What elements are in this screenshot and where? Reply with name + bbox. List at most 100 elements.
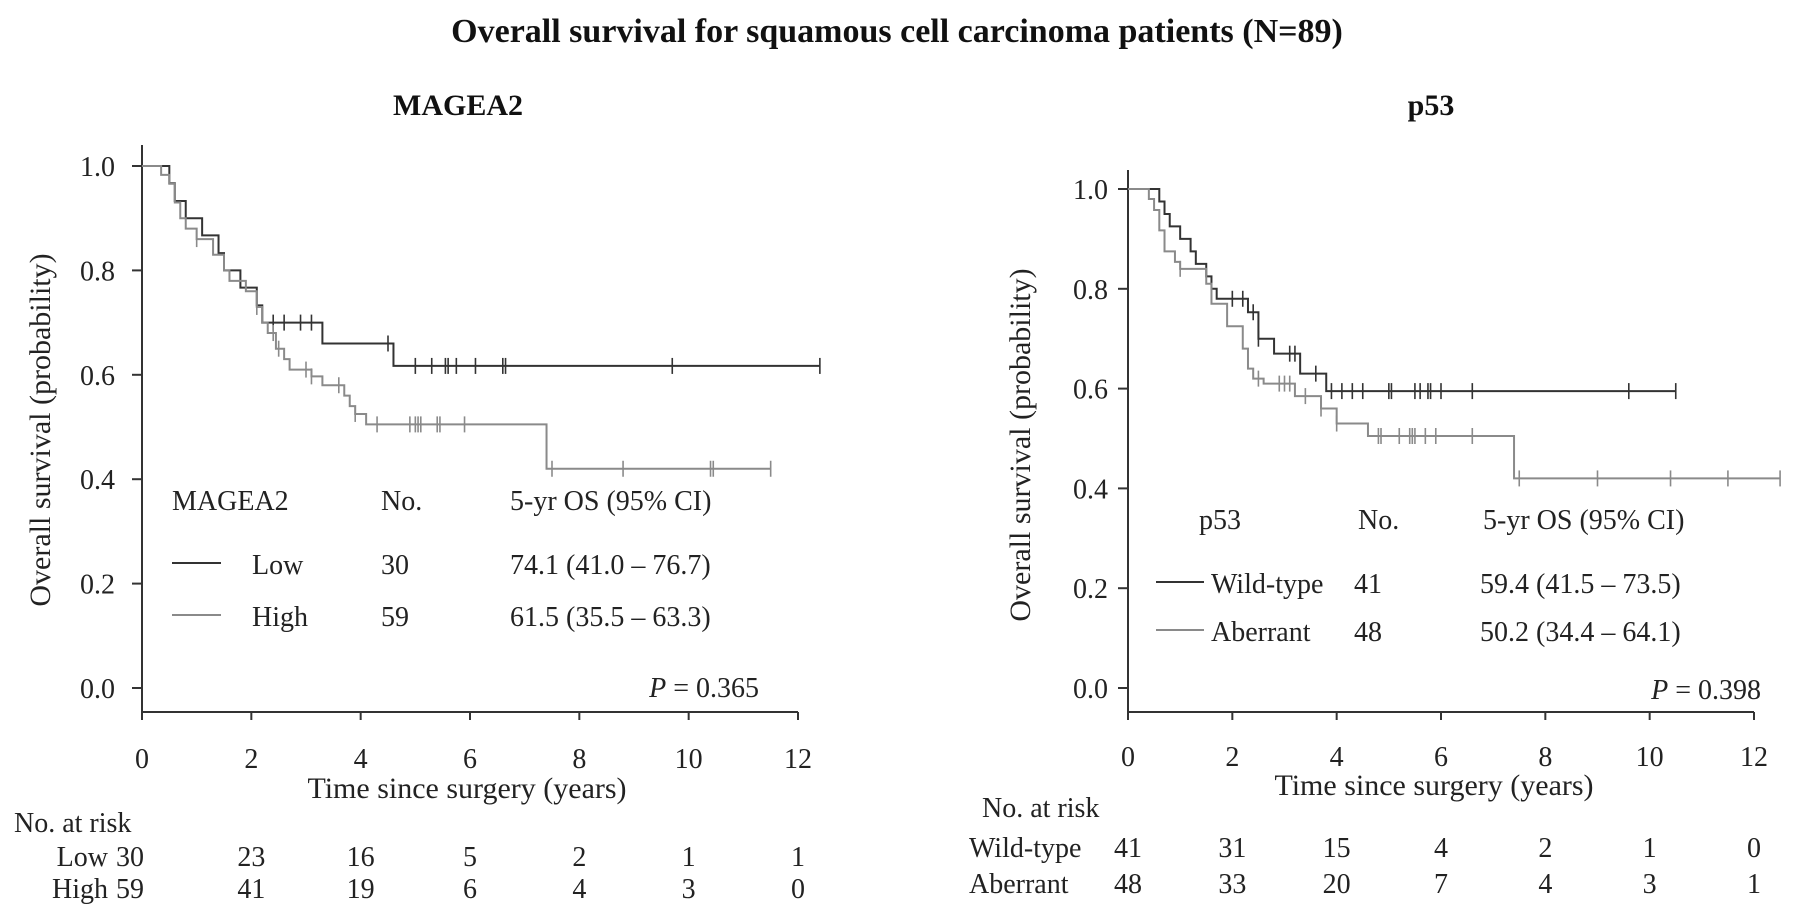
- legend-label-high: High: [252, 602, 308, 633]
- p-value-right: P = 0.398: [1650, 675, 1761, 706]
- at-risk-count: 2: [1538, 833, 1552, 864]
- at-risk-count: 3: [682, 874, 696, 905]
- at-risk-count: 4: [1538, 869, 1552, 900]
- y-tick-label: 0.2: [1073, 574, 1108, 605]
- legend-label-aberrant: Aberrant: [1211, 617, 1311, 648]
- at-risk-count: 20: [1323, 869, 1351, 900]
- y-tick-label: 0.0: [1073, 674, 1108, 705]
- p-number: = 0.365: [673, 673, 759, 704]
- legend-header-group: p53: [1199, 505, 1241, 536]
- at-risk-row-label-wild-type: Wild-type: [969, 833, 1081, 864]
- y-tick-label: 0.4: [1073, 474, 1108, 505]
- at-risk-count: 0: [1747, 833, 1761, 864]
- legend-os-high: 61.5 (35.5 – 63.3): [510, 602, 711, 633]
- x-tick-label: 12: [1740, 742, 1768, 773]
- x-tick-label: 4: [354, 744, 368, 775]
- survival-curve-wild-type: [1128, 188, 1676, 393]
- x-tick-label: 4: [1330, 742, 1344, 773]
- x-tick-label: 0: [1121, 742, 1135, 773]
- legend-os-aberrant: 50.2 (34.4 – 64.1): [1480, 617, 1681, 648]
- y-tick-label: 0.2: [80, 570, 115, 601]
- at-risk-count: 3: [1643, 869, 1657, 900]
- at-risk-row-label-high: High: [52, 874, 108, 905]
- at-risk-count: 1: [682, 842, 696, 873]
- x-axis-label-left: Time since surgery (years): [307, 772, 626, 805]
- at-risk-count: 23: [237, 842, 265, 873]
- at-risk-label-left: No. at risk: [14, 808, 131, 839]
- x-tick-label: 10: [1636, 742, 1664, 773]
- y-tick-label: 0.8: [1073, 275, 1108, 306]
- at-risk-count: 33: [1218, 869, 1246, 900]
- x-tick-label: 8: [1538, 742, 1552, 773]
- at-risk-count: 59: [116, 874, 144, 905]
- legend-n-wild-type: 41: [1354, 569, 1382, 600]
- legend-label-wild-type: Wild-type: [1211, 569, 1323, 600]
- survival-curve-high: [142, 165, 771, 470]
- at-risk-count: 1: [791, 842, 805, 873]
- at-risk-count: 48: [1114, 869, 1142, 900]
- x-tick-label: 10: [675, 744, 703, 775]
- at-risk-count: 2: [572, 842, 586, 873]
- at-risk-count: 19: [347, 874, 375, 905]
- y-tick-label: 0.6: [1073, 375, 1108, 406]
- x-tick-label: 6: [463, 744, 477, 775]
- legend-left: MAGEA2 No. 5-yr OS (95% CI) Low 30 74.1 …: [172, 486, 711, 633]
- legend-header-n: No.: [1358, 505, 1399, 536]
- at-risk-label-right: No. at risk: [982, 793, 1099, 824]
- survival-curve-aberrant: [1128, 188, 1781, 480]
- at-risk-count: 1: [1643, 833, 1657, 864]
- y-tick-label: 0.8: [80, 256, 115, 287]
- y-tick-label: 0.6: [80, 361, 115, 392]
- p-symbol: P: [648, 673, 666, 704]
- at-risk-count: 6: [463, 874, 477, 905]
- at-risk-count: 16: [347, 842, 375, 873]
- at-risk-row-label-aberrant: Aberrant: [969, 869, 1069, 900]
- legend-os-wild-type: 59.4 (41.5 – 73.5): [1480, 569, 1681, 600]
- at-risk-count: 41: [1114, 833, 1142, 864]
- at-risk-count: 0: [791, 874, 805, 905]
- at-risk-count: 15: [1323, 833, 1351, 864]
- at-risk-count: 31: [1218, 833, 1246, 864]
- at-risk-count: 1: [1747, 869, 1761, 900]
- at-risk-count: 5: [463, 842, 477, 873]
- legend-header-os: 5-yr OS (95% CI): [510, 486, 711, 517]
- legend-header-n: No.: [381, 486, 422, 517]
- at-risk-count: 4: [572, 874, 586, 905]
- x-tick-label: 6: [1434, 742, 1448, 773]
- at-risk-row-label-low: Low: [57, 842, 109, 873]
- y-axis-label-left: Overall survival (probability): [24, 253, 57, 606]
- legend-header-os: 5-yr OS (95% CI): [1483, 505, 1684, 536]
- legend-label-low: Low: [252, 550, 304, 581]
- legend-n-low: 30: [381, 550, 409, 581]
- at-risk-count: 4: [1434, 833, 1448, 864]
- legend-n-high: 59: [381, 602, 409, 633]
- y-tick-label: 1.0: [80, 152, 115, 183]
- x-tick-label: 12: [784, 744, 812, 775]
- y-tick-label: 0.4: [80, 465, 115, 496]
- x-tick-label: 0: [135, 744, 149, 775]
- at-risk-count: 30: [116, 842, 144, 873]
- y-tick-label: 0.0: [80, 674, 115, 705]
- p-number: = 0.398: [1675, 675, 1761, 706]
- p-value-left: P = 0.365: [648, 673, 759, 704]
- legend-right: p53 No. 5-yr OS (95% CI) Wild-type 41 59…: [1156, 505, 1684, 648]
- legend-header-group: MAGEA2: [172, 486, 289, 517]
- panel-title-magea2: MAGEA2: [393, 89, 523, 122]
- survival-curve-low: [142, 165, 820, 367]
- y-tick-label: 1.0: [1073, 175, 1108, 206]
- panel-title-p53: p53: [1408, 89, 1455, 122]
- km-plot-p53: 0 2 4 6 8 10 120.00.20.40.60.81.041 31 15 4 2 1 048 3…: [1073, 170, 1781, 900]
- x-axis-label-right: Time since surgery (years): [1274, 769, 1593, 802]
- y-axis-label-right: Overall survival (probability): [1004, 268, 1037, 621]
- p-symbol: P: [1650, 675, 1668, 706]
- x-tick-label: 2: [244, 744, 258, 775]
- figure-title: Overall survival for squamous cell carci…: [451, 13, 1343, 50]
- x-tick-label: 8: [572, 744, 586, 775]
- km-plot-magea2: 0 2 4 6 8 10 120.00.20.40.60.81.030 23 16 5 2 1 159 4…: [80, 145, 821, 905]
- at-risk-count: 7: [1434, 869, 1448, 900]
- legend-n-aberrant: 48: [1354, 617, 1382, 648]
- x-tick-label: 2: [1225, 742, 1239, 773]
- at-risk-count: 41: [237, 874, 265, 905]
- legend-os-low: 74.1 (41.0 – 76.7): [510, 550, 711, 581]
